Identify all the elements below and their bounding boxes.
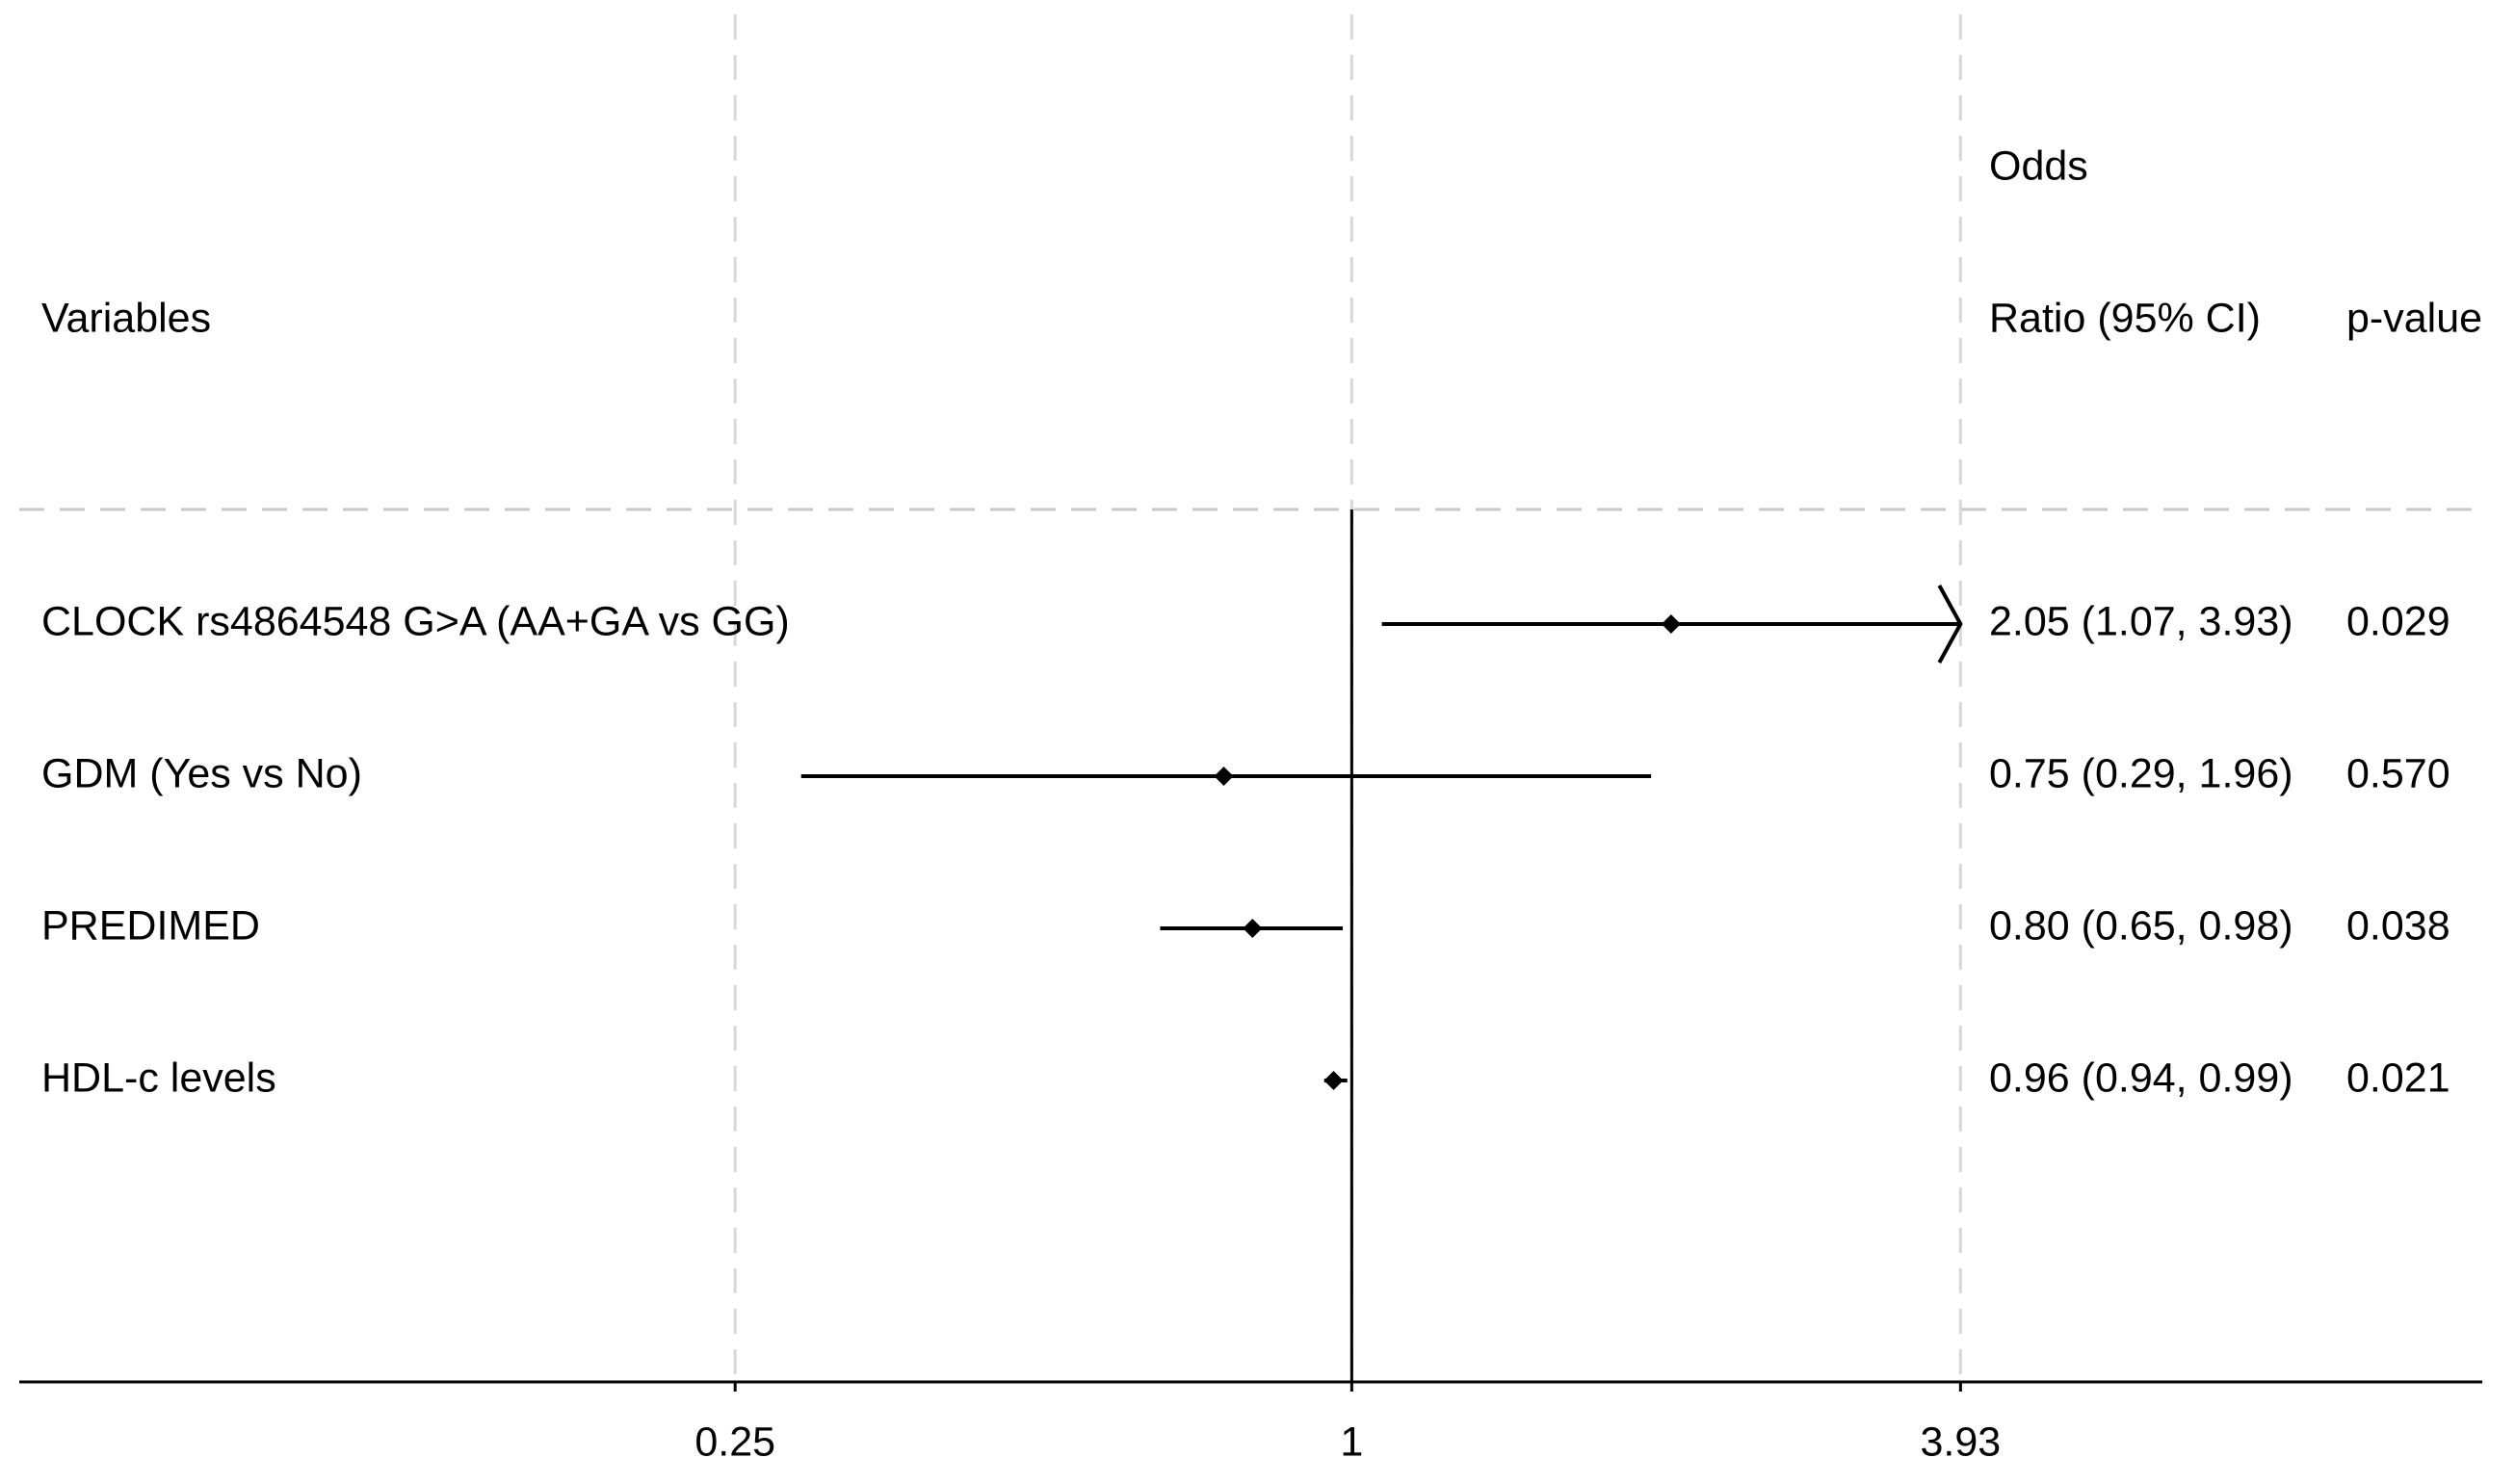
variable-label: HDL-c levels bbox=[41, 1054, 276, 1101]
estimate-label: 0.75 (0.29, 1.96) bbox=[1989, 750, 2293, 796]
column-header: Ratio (95% CI) bbox=[1989, 295, 2261, 341]
x-tick-label: 1 bbox=[1340, 1419, 1363, 1465]
x-tick-label: 3.93 bbox=[1921, 1419, 2002, 1465]
estimate-label: 0.80 (0.65, 0.98) bbox=[1989, 902, 2293, 949]
variable-label: GDM (Yes vs No) bbox=[41, 750, 362, 796]
p-value-label: 0.038 bbox=[2346, 902, 2450, 949]
p-value-label: 0.570 bbox=[2346, 750, 2450, 796]
estimate-label: 0.96 (0.94, 0.99) bbox=[1989, 1054, 2293, 1101]
x-tick-label: 0.25 bbox=[694, 1419, 775, 1465]
point-estimate bbox=[1243, 919, 1263, 938]
ci-arrow bbox=[1937, 585, 1963, 664]
variable-label: PREDIMED bbox=[41, 902, 260, 949]
point-estimate bbox=[1661, 614, 1681, 634]
variable-label: CLOCK rs4864548 G>A (AA+GA vs GG) bbox=[41, 598, 790, 644]
p-value-label: 0.021 bbox=[2346, 1054, 2450, 1101]
column-header: p-value bbox=[2346, 295, 2482, 341]
estimate-label: 2.05 (1.07, 3.93) bbox=[1989, 598, 2293, 644]
column-header: Odds bbox=[1989, 143, 2088, 189]
p-value-label: 0.029 bbox=[2346, 598, 2450, 644]
point-estimate bbox=[1214, 767, 1234, 786]
column-header: Variables bbox=[41, 295, 211, 341]
point-estimate bbox=[1323, 1071, 1344, 1090]
